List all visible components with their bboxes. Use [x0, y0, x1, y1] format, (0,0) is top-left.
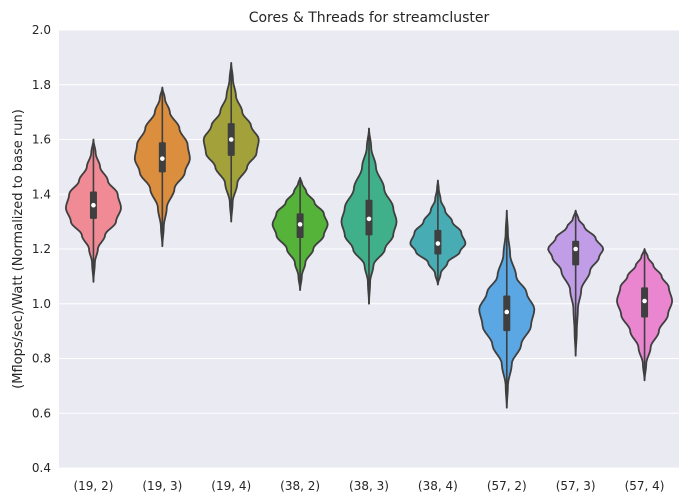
y-axis-label: (Mflops/sec)/Watt (Normalized to base ru…	[11, 109, 26, 389]
y-tick-label: 1.0	[32, 297, 51, 311]
violin-iqr-box	[572, 240, 580, 266]
y-tick-label: 0.4	[32, 461, 51, 475]
x-tick-label: (57, 3)	[556, 479, 596, 493]
violin-median-dot	[573, 246, 578, 252]
x-axis-ticks: (19, 2) (19, 3) (19, 4) (38, 2) (38, 3) (38, …	[73, 479, 664, 493]
y-tick-label: 0.6	[32, 406, 51, 420]
y-axis-ticks: 0.4 0.6 0.8 1.0 1.2 1.4 1.6 1.8 2.0	[32, 23, 51, 475]
violin-median-dot	[91, 202, 96, 208]
violin-median-dot	[435, 241, 441, 246]
violin-median-dot	[160, 156, 165, 161]
x-tick-label: (38, 4)	[418, 479, 458, 493]
chart-title: Cores & Threads for streamcluster	[249, 10, 490, 26]
violins	[65, 61, 673, 409]
y-tick-label: 1.8	[32, 78, 51, 92]
x-tick-label: (38, 3)	[349, 479, 389, 493]
violin-median-dot	[366, 216, 372, 222]
violin-median-dot	[228, 137, 234, 142]
violin-median-dot	[642, 298, 647, 304]
x-tick-label: (19, 4)	[211, 479, 251, 493]
x-tick-label: (57, 4)	[625, 479, 665, 493]
y-tick-label: 1.2	[32, 242, 51, 256]
x-tick-label: (19, 2)	[73, 479, 113, 493]
y-tick-label: 0.8	[32, 352, 51, 366]
x-tick-label: (38, 2)	[280, 479, 320, 493]
violin-median-dot	[297, 222, 303, 227]
x-tick-label: (57, 2)	[487, 479, 527, 493]
y-tick-label: 1.4	[32, 187, 51, 201]
y-tick-label: 1.6	[32, 133, 51, 147]
violin-median-dot	[504, 309, 510, 315]
y-tick-label: 2.0	[32, 23, 51, 37]
x-tick-label: (19, 3)	[142, 479, 182, 493]
